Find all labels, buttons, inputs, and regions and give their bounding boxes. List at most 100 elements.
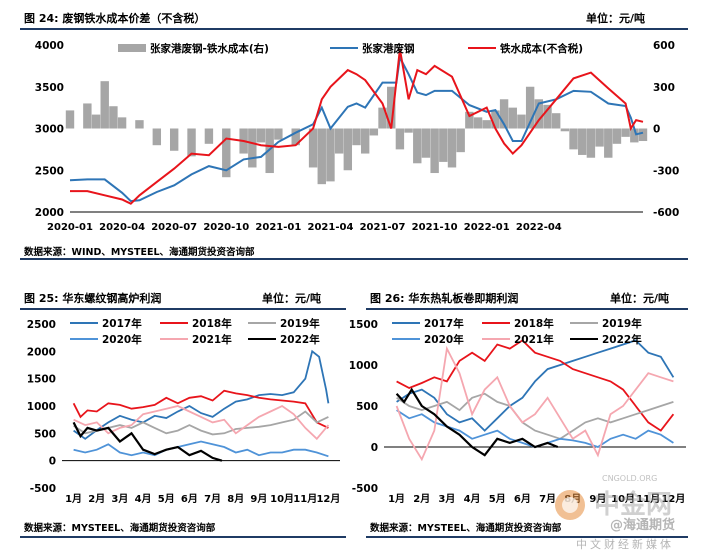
fig24-diff-bar xyxy=(395,128,405,150)
fig26-series-line xyxy=(395,345,674,462)
fig26-ytick-label: 1000 xyxy=(349,360,378,372)
fig24-xtick-label: 2020-01 xyxy=(47,222,93,233)
fig24-diff-bar xyxy=(222,128,231,178)
fig24-diff-bar xyxy=(534,99,544,129)
fig26-series-line xyxy=(396,392,674,440)
fig25-xtick-label: 3月 xyxy=(111,493,128,505)
fig25-title: 图 25: 华东螺纹钢高炉利润 xyxy=(24,292,162,305)
fig24-xtick-label: 2022-04 xyxy=(516,222,562,233)
fig26-legend-label: 2021年 xyxy=(514,333,554,346)
fig24-ytick-label: 3000 xyxy=(35,124,64,136)
fig24-diff-bar xyxy=(352,128,361,146)
fig26-top-rule xyxy=(366,308,688,310)
fig25-xtick-label: 9月 xyxy=(250,493,267,505)
watermark-brand: 中金网 xyxy=(594,490,673,520)
fig25-xtick-label: 10月 xyxy=(270,493,294,505)
fig24-diff-bar xyxy=(543,104,552,129)
fig26-series-line xyxy=(395,387,559,457)
fig25-xtick-label: 11月 xyxy=(293,493,317,505)
fig26-xtick-label: 7月 xyxy=(539,493,556,505)
fig24-diff-bar xyxy=(630,128,639,143)
fig25-ytick-label: -500 xyxy=(30,483,56,495)
fig25-ytick-label: 0 xyxy=(49,456,56,468)
fig24-diff-bar xyxy=(499,99,509,129)
watermark-tagline: 中文财经新媒体 xyxy=(576,538,674,551)
fig24-diff-bar xyxy=(65,110,75,129)
fig26-ytick-label: -500 xyxy=(352,483,378,495)
fig24-y2tick-label: 600 xyxy=(653,40,675,52)
fig24-xtick-label: 2022-01 xyxy=(464,222,510,233)
fig24-diff-bar xyxy=(387,86,396,129)
fig24-diff-bar xyxy=(551,113,561,129)
fig24-legend-label: 铁水成本(不含税) xyxy=(500,42,583,55)
fig25-series-line xyxy=(73,440,329,458)
fig24-diff-bar xyxy=(578,128,587,155)
fig25-series-line xyxy=(73,410,329,436)
fig26-xtick-label: 2月 xyxy=(413,493,430,505)
fig24-diff-bar xyxy=(265,128,274,174)
fig24-legend-label: 张家港废钢 xyxy=(362,42,415,55)
fig25-chart: -500 0 500 1000 1500 2000 2500 1月 2月 3月 4月 5月 6月 7月 8月… xyxy=(27,317,341,505)
fig24-diff-bar xyxy=(517,114,526,129)
fig24-diff-bar xyxy=(343,128,353,171)
fig24-top-rule xyxy=(20,28,688,30)
fig25-unit: 单位：元/吨 xyxy=(262,292,322,305)
fig26-legend-label: 2017年 xyxy=(424,317,464,330)
fig26-xtick-label: 1月 xyxy=(388,493,405,505)
fig24-diff-bar xyxy=(378,107,387,129)
fig25-legend-label: 2018年 xyxy=(192,317,232,330)
fig24-diff-bar xyxy=(604,128,613,158)
fig25-legend-label: 2019年 xyxy=(280,317,320,330)
fig25-top-rule xyxy=(20,308,346,310)
fig24-diff-bar xyxy=(560,128,570,132)
fig25-series-line xyxy=(72,421,223,462)
fig25-ytick-label: 2500 xyxy=(27,319,56,331)
fig25-source: 数据来源：MYSTEEL、海通期货投资咨询部 xyxy=(24,523,216,534)
fig24-xtick-label: 2021-04 xyxy=(308,222,354,233)
fig24-diff-bar xyxy=(482,120,491,129)
fig24-diff-bar xyxy=(430,128,439,174)
fig25-xtick-label: 7月 xyxy=(204,493,221,505)
watermark-logo-icon xyxy=(555,490,585,520)
fig24-legend-swatch xyxy=(118,44,146,52)
fig24-diff-bar xyxy=(204,128,214,144)
fig24-ytick-label: 2000 xyxy=(35,207,64,219)
fig24-y2tick-label: -300 xyxy=(653,165,679,177)
fig25-ytick-label: 2000 xyxy=(27,346,56,358)
fig26-xtick-label: 10月 xyxy=(611,493,635,505)
fig26-legend-label: 2022年 xyxy=(602,333,642,346)
fig24-diff-bar xyxy=(586,128,596,158)
fig24-diff-bar xyxy=(248,128,257,168)
fig24-series-scrap-line xyxy=(69,54,644,203)
fig24-diff-bar xyxy=(360,128,370,154)
fig24-xtick-label: 2021-10 xyxy=(412,222,458,233)
fig24-diff-bar xyxy=(456,128,465,153)
fig25-xtick-label: 2月 xyxy=(88,493,105,505)
fig25-legend-label: 2022年 xyxy=(280,333,320,346)
fig24-source: 数据来源：WIND、MYSTEEL、海通期货投资咨询部 xyxy=(24,247,255,258)
fig24-diff-bar xyxy=(91,114,101,129)
fig24-diff-bar xyxy=(117,117,127,129)
fig25-series-line xyxy=(73,404,330,441)
fig25-xtick-label: 1月 xyxy=(65,493,82,505)
fig26-bottom-rule xyxy=(366,536,688,538)
fig26-ytick-label: 0 xyxy=(371,442,378,454)
fig26-legend-label: 2020年 xyxy=(424,333,464,346)
fig25-legend-label: 2020年 xyxy=(102,333,142,346)
fig26-xtick-label: 4月 xyxy=(464,493,481,505)
watermark-handle: @海通期货 xyxy=(610,518,676,533)
fig24-xtick-label: 2020-07 xyxy=(151,222,197,233)
fig24-diff-bar xyxy=(308,128,318,168)
fig26-xtick-label: 12月 xyxy=(661,493,685,505)
fig24-diff-bar xyxy=(447,128,457,168)
fig24-diff-bar xyxy=(491,110,500,129)
fig26-legend-label: 2018年 xyxy=(514,317,554,330)
fig24-unit: 单位：元/吨 xyxy=(586,12,646,25)
fig26-xtick-label: 3月 xyxy=(438,493,455,505)
fig24-diff-bar xyxy=(439,128,448,162)
fig26-source: 数据来源：MYSTEEL、海通期货投资咨询部 xyxy=(370,523,562,534)
fig24-ytick-label: 3500 xyxy=(35,82,64,94)
fig24-diff-bar xyxy=(369,128,379,136)
fig25-ytick-label: 1000 xyxy=(27,401,56,413)
fig24-diff-bar xyxy=(612,128,622,144)
